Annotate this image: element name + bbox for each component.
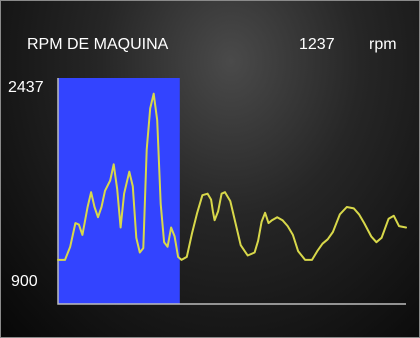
y-axis-min-label: 900 <box>11 273 38 290</box>
rpm-trace-line-0 <box>57 92 407 261</box>
y-axis-max-label: 2437 <box>8 79 44 96</box>
current-rpm-value: 1237 <box>299 36 335 53</box>
highlight-region <box>58 78 180 304</box>
unit-label: rpm <box>369 36 397 53</box>
chart-axes <box>57 78 406 305</box>
panel-title: RPM DE MAQUINA <box>27 36 169 53</box>
